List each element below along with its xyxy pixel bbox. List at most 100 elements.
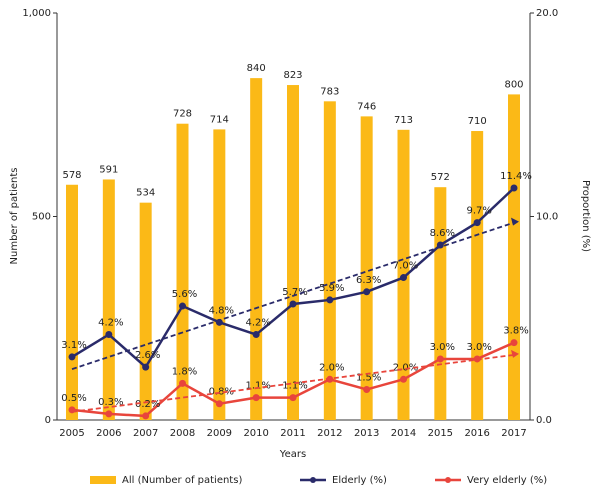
point-value-label: 1.8% <box>172 366 197 377</box>
x-tick-label: 2005 <box>59 428 84 439</box>
y2-tick-label: 10.0 <box>536 212 558 223</box>
legend-marker <box>310 477 316 483</box>
bar-value-label: 591 <box>99 164 118 175</box>
bar-value-label: 840 <box>247 63 266 74</box>
y-tick-label: 500 <box>32 212 51 223</box>
x-tick-label: 2017 <box>501 428 526 439</box>
point <box>473 219 481 227</box>
point <box>142 363 150 371</box>
x-tick-label: 2016 <box>464 428 489 439</box>
bar <box>360 116 373 421</box>
x-tick-label: 2012 <box>317 428 342 439</box>
point-value-label: 0.2% <box>135 399 160 410</box>
point <box>105 410 113 418</box>
point-value-label: 0.8% <box>209 387 234 398</box>
point-value-label: 5.9% <box>319 283 344 294</box>
x-axis-title: Years <box>279 449 306 460</box>
point-value-label: 1.5% <box>356 372 381 383</box>
point <box>510 339 518 347</box>
point <box>142 412 150 420</box>
point-value-label: 2.6% <box>135 350 160 361</box>
bar-value-label: 572 <box>431 172 450 183</box>
point <box>289 394 297 402</box>
x-tick-label: 2009 <box>207 428 232 439</box>
trend-line <box>71 353 515 413</box>
x-tick-label: 2015 <box>428 428 453 439</box>
y-tick-label: 0 <box>45 415 51 426</box>
point <box>363 385 371 393</box>
trend-arrow <box>511 349 519 358</box>
legend-marker <box>445 477 451 483</box>
legend-swatch <box>90 476 116 484</box>
bar <box>176 123 189 420</box>
point <box>179 302 186 310</box>
point <box>215 400 223 408</box>
point <box>252 394 260 402</box>
point-value-label: 1.1% <box>245 381 270 392</box>
point-value-label: 5.7% <box>282 287 307 298</box>
point <box>105 331 113 339</box>
point-value-label: 3.8% <box>503 326 528 337</box>
bar-value-label: 713 <box>394 115 413 126</box>
point <box>400 375 407 383</box>
point <box>326 296 334 304</box>
bar <box>434 187 447 420</box>
bar-value-label: 714 <box>210 114 229 125</box>
bar <box>139 202 152 420</box>
point <box>68 353 76 361</box>
point-value-label: 2.0% <box>393 362 418 373</box>
legend-label: Elderly (%) <box>332 475 387 486</box>
point <box>289 300 297 308</box>
bar <box>213 129 226 421</box>
bar-value-label: 800 <box>504 79 523 90</box>
point <box>510 184 518 192</box>
bar <box>66 184 78 420</box>
legend-label: All (Number of patients) <box>122 475 242 486</box>
legend-label: Very elderly (%) <box>467 475 547 486</box>
bar-value-label: 534 <box>136 188 155 199</box>
trend-arrow <box>511 217 519 226</box>
point-value-label: 0.3% <box>98 397 123 408</box>
point <box>400 274 407 282</box>
point <box>179 379 186 387</box>
y2-tick-label: 20.0 <box>536 8 558 19</box>
x-tick-label: 2014 <box>391 428 416 439</box>
y-tick-label: 1,000 <box>22 8 51 19</box>
x-tick-label: 2008 <box>170 428 195 439</box>
point-value-label: 4.8% <box>209 305 234 316</box>
point-value-label: 5.6% <box>172 289 197 300</box>
y2-axis-title: Proportion (%) <box>580 180 591 252</box>
point-value-label: 4.2% <box>245 318 270 329</box>
point-value-label: 8.6% <box>430 228 455 239</box>
y2-tick-label: 0.0 <box>536 415 552 426</box>
point <box>363 288 371 296</box>
point-value-label: 3.0% <box>430 342 455 353</box>
point-value-label: 6.3% <box>356 275 381 286</box>
point-value-label: 9.7% <box>466 206 491 217</box>
point-value-label: 11.4% <box>500 171 532 182</box>
bar-value-label: 746 <box>357 101 376 112</box>
point-value-label: 0.5% <box>61 393 86 404</box>
bar-value-label: 578 <box>62 170 81 181</box>
point-value-label: 3.1% <box>61 340 86 351</box>
bar <box>508 94 520 421</box>
bar-value-label: 783 <box>320 86 339 97</box>
bar-value-label: 710 <box>468 116 487 127</box>
point <box>436 355 444 363</box>
point-value-label: 3.0% <box>466 342 491 353</box>
bar <box>250 78 263 421</box>
point-value-label: 1.1% <box>282 381 307 392</box>
x-tick-label: 2007 <box>133 428 158 439</box>
bar <box>102 179 115 420</box>
y-axis-title: Number of patients <box>9 168 20 265</box>
bar <box>471 131 484 420</box>
x-tick-label: 2013 <box>354 428 379 439</box>
point-value-label: 2.0% <box>319 362 344 373</box>
x-tick-label: 2010 <box>243 428 268 439</box>
point-value-label: 4.2% <box>98 318 123 329</box>
x-tick-label: 2006 <box>96 428 121 439</box>
x-tick-label: 2011 <box>280 428 305 439</box>
bar-value-label: 823 <box>283 70 302 81</box>
